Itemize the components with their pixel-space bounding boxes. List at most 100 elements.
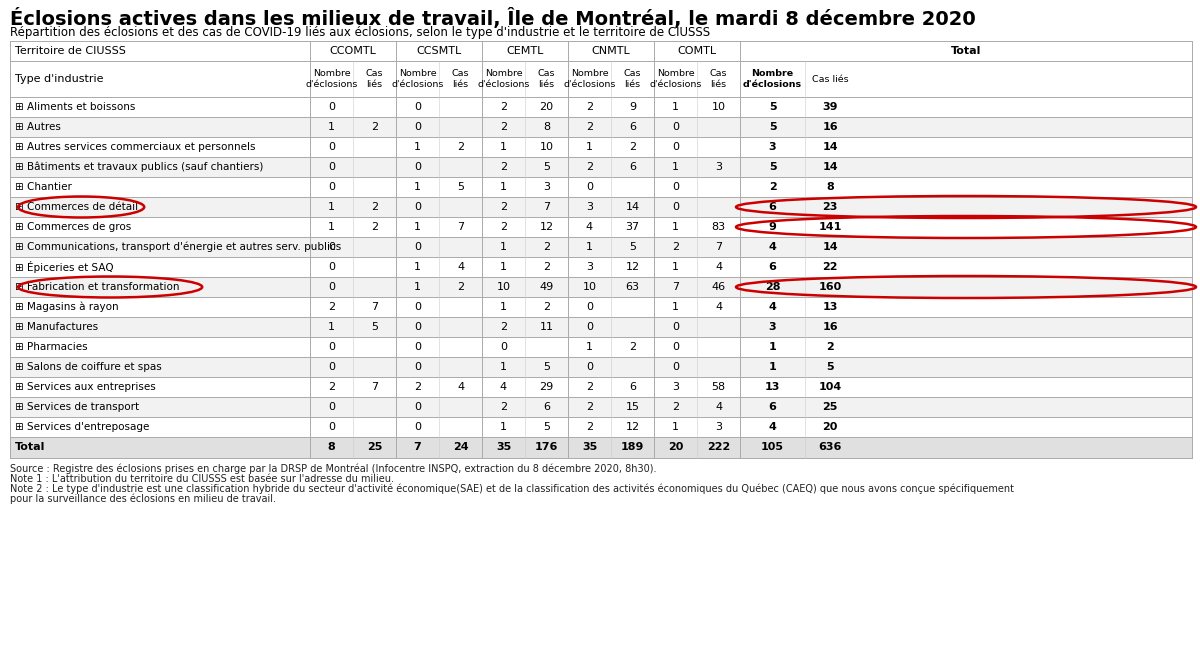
Text: 1: 1 [500,422,508,432]
Text: 2: 2 [586,382,593,392]
Text: 8: 8 [826,182,834,192]
Text: 2: 2 [457,142,464,152]
Text: 5: 5 [826,362,834,372]
Text: 8: 8 [328,443,335,453]
Text: 0: 0 [672,362,679,372]
Bar [10,237,1192,257]
Text: 9: 9 [768,222,776,232]
Text: ⊞ Communications, transport d'énergie et autres serv. publics: ⊞ Communications, transport d'énergie et… [14,242,341,253]
Text: 25: 25 [367,443,382,453]
Text: 1: 1 [414,262,421,272]
Text: 15: 15 [625,402,640,412]
Text: ⊞ Commerces de gros: ⊞ Commerces de gros [14,222,131,232]
Text: 2: 2 [769,182,776,192]
Text: 3: 3 [769,322,776,332]
Text: 22: 22 [822,262,838,272]
Text: 176: 176 [535,443,558,453]
Bar [10,357,1192,377]
Text: ⊞ Services d'entreposage: ⊞ Services d'entreposage [14,422,149,432]
Text: 5: 5 [629,242,636,252]
Text: 2: 2 [371,202,378,212]
Text: 63: 63 [625,282,640,292]
Bar [10,61,1192,97]
Text: Total: Total [950,46,982,56]
Text: 12: 12 [625,422,640,432]
Text: 5: 5 [457,182,464,192]
Text: 5: 5 [769,122,776,132]
Text: 8: 8 [542,122,550,132]
Text: 4: 4 [715,402,722,412]
Text: 104: 104 [818,382,841,392]
Text: 3: 3 [769,142,776,152]
Text: 3: 3 [715,422,722,432]
Text: 1: 1 [328,122,335,132]
Text: Répartition des éclosions et des cas de COVID-19 liés aux éclosions, selon le ty: Répartition des éclosions et des cas de … [10,26,710,39]
Text: 6: 6 [629,122,636,132]
Text: 0: 0 [414,162,421,172]
Text: 20: 20 [822,422,838,432]
Text: 2: 2 [826,342,834,352]
Text: 4: 4 [768,302,776,312]
Text: ⊞ Magasins à rayon: ⊞ Magasins à rayon [14,302,119,312]
Text: 7: 7 [715,242,722,252]
Text: Source : Registre des éclosions prises en charge par la DRSP de Montréal (Infoce: Source : Registre des éclosions prises e… [10,464,656,474]
Text: 14: 14 [822,142,838,152]
Text: 5: 5 [542,162,550,172]
Text: Total: Total [14,443,46,453]
Text: Cas
liés: Cas liés [624,70,641,89]
Text: COMTL: COMTL [678,46,716,56]
Text: 2: 2 [500,122,508,132]
Text: 16: 16 [822,322,838,332]
Bar [10,177,1192,197]
Text: 4: 4 [715,302,722,312]
Text: CEMTL: CEMTL [506,46,544,56]
Text: 0: 0 [586,302,593,312]
Text: 20: 20 [668,443,683,453]
Text: 3: 3 [715,162,722,172]
Text: Cas
liés: Cas liés [366,70,383,89]
Text: 1: 1 [500,362,508,372]
Text: 4: 4 [768,242,776,252]
Text: 0: 0 [672,342,679,352]
Text: 2: 2 [672,242,679,252]
Text: pour la surveillance des éclosions en milieu de travail.: pour la surveillance des éclosions en mi… [10,494,276,504]
Text: 2: 2 [500,102,508,112]
Text: 1: 1 [500,242,508,252]
Text: 2: 2 [629,142,636,152]
Text: ⊞ Chantier: ⊞ Chantier [14,182,72,192]
Text: 1: 1 [414,222,421,232]
Text: 1: 1 [500,302,508,312]
Text: ⊞ Pharmacies: ⊞ Pharmacies [14,342,88,352]
Text: 2: 2 [542,302,550,312]
Text: 14: 14 [822,242,838,252]
Text: 7: 7 [542,202,550,212]
Text: 0: 0 [328,162,335,172]
Text: 2: 2 [586,162,593,172]
Text: Éclosions actives dans les milieux de travail, Île de Montréal, le mardi 8 décem: Éclosions actives dans les milieux de tr… [10,8,976,29]
Text: 141: 141 [818,222,841,232]
Bar [10,377,1192,397]
Text: 189: 189 [620,443,644,453]
Text: 4: 4 [457,262,464,272]
Text: 9: 9 [629,102,636,112]
Text: 0: 0 [328,242,335,252]
Text: 1: 1 [769,362,776,372]
Text: 2: 2 [414,382,421,392]
Text: 5: 5 [769,162,776,172]
Text: 4: 4 [586,222,593,232]
Text: 2: 2 [586,122,593,132]
Text: 0: 0 [586,362,593,372]
Text: 2: 2 [500,222,508,232]
Text: 10: 10 [540,142,553,152]
Text: ⊞ Services aux entreprises: ⊞ Services aux entreprises [14,382,156,392]
Bar [10,397,1192,417]
Text: 4: 4 [715,262,722,272]
Text: Cas liés: Cas liés [811,75,848,83]
Text: 2: 2 [586,422,593,432]
Text: 5: 5 [769,102,776,112]
Text: 3: 3 [586,202,593,212]
Text: 105: 105 [761,443,784,453]
Text: 25: 25 [822,402,838,412]
Text: 58: 58 [712,382,726,392]
Text: 0: 0 [672,142,679,152]
